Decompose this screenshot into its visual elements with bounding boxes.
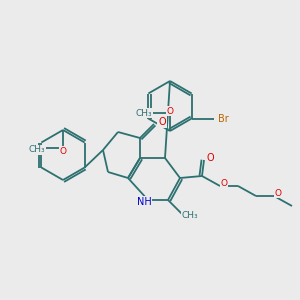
Text: CH₃: CH₃ (136, 109, 152, 118)
Text: Br: Br (218, 113, 229, 124)
Text: CH₃: CH₃ (29, 146, 45, 154)
Text: O: O (274, 188, 281, 197)
Text: CH₃: CH₃ (182, 212, 198, 220)
Text: NH: NH (136, 197, 152, 207)
Text: O: O (167, 106, 173, 116)
Text: O: O (59, 146, 67, 155)
Text: O: O (206, 153, 214, 163)
Text: O: O (158, 117, 166, 127)
Text: O: O (220, 178, 227, 188)
